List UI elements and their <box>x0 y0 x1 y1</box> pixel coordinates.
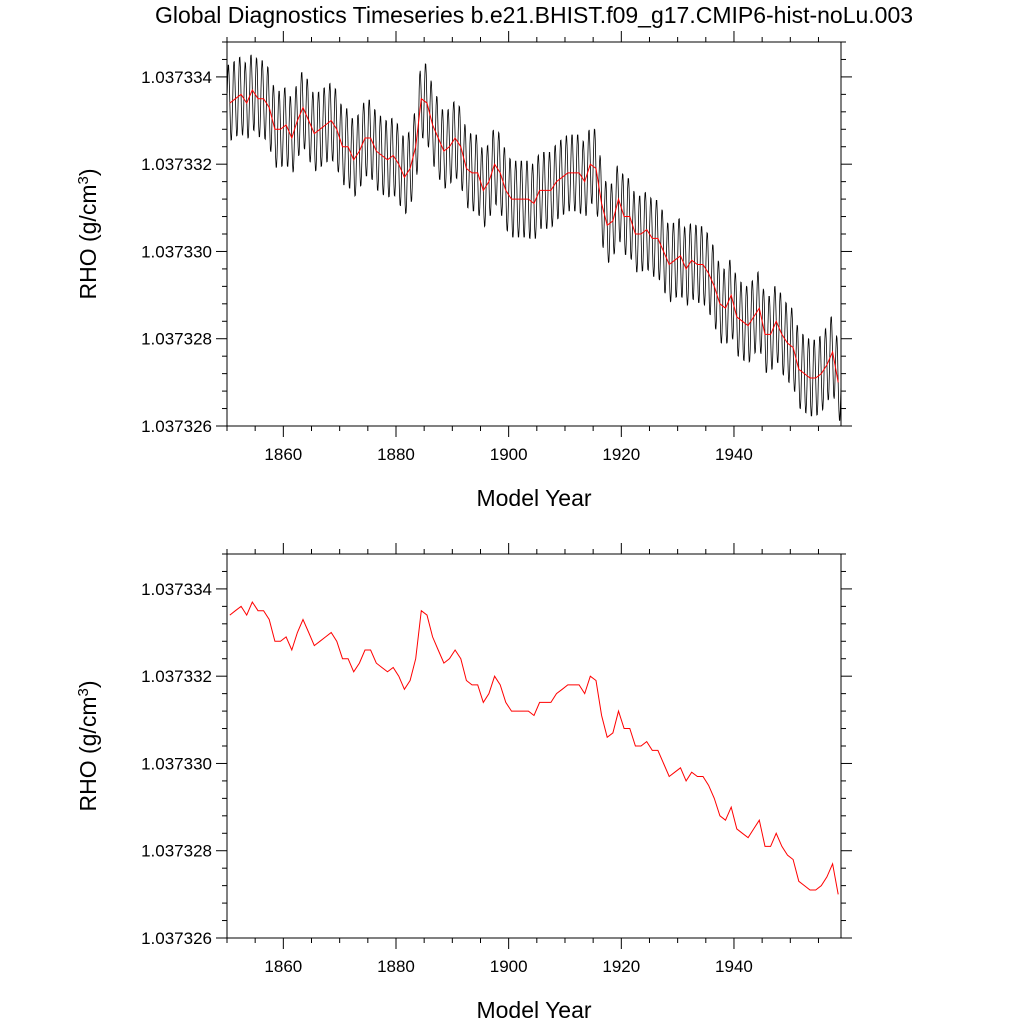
y-tick-label: 1.037330 <box>141 242 212 261</box>
series-monthly-line <box>227 54 841 421</box>
x-tick-label: 1920 <box>602 445 640 464</box>
chart-panel-2: 1860 1880 1900 1920 1940 1.037326 1.037328 1.03… <box>75 543 852 1023</box>
x-tick-label: 1860 <box>264 445 302 464</box>
y-axis-title-main: RHO (g/cm <box>75 185 101 300</box>
x-tick-label: 1880 <box>377 445 415 464</box>
y-axis-title: RHO (g/cm3) <box>75 168 102 299</box>
y-tick-label: 1.037330 <box>141 754 212 773</box>
y-tick-label: 1.037332 <box>141 667 212 686</box>
x-axis-title: Model Year <box>476 997 591 1023</box>
x-axis-title: Model Year <box>476 485 591 511</box>
y-tick-label: 1.037332 <box>141 155 212 174</box>
x-tick-label: 1860 <box>264 957 302 976</box>
x-tick-label: 1940 <box>715 957 753 976</box>
x-tick-label: 1880 <box>377 957 415 976</box>
y-axis-title: RHO (g/cm3) <box>75 680 102 811</box>
y-tick-label: 1.037334 <box>141 580 212 599</box>
chart-panel-1: 1860 1880 1900 1920 1940 1.037326 1.037328 1.03… <box>75 31 852 511</box>
x-tick-label: 1900 <box>490 957 528 976</box>
plot-frame <box>226 553 842 939</box>
x-tick-label: 1900 <box>490 445 528 464</box>
y-axis-title-close: ) <box>75 168 101 176</box>
y-tick-label: 1.037328 <box>141 330 212 349</box>
x-tick-label: 1920 <box>602 957 640 976</box>
series-annual-line <box>229 600 839 895</box>
y-tick-label: 1.037326 <box>141 417 212 436</box>
y-axis-title-superscript: 3 <box>75 688 92 696</box>
x-tick-label: 1940 <box>715 445 753 464</box>
y-tick-label: 1.037326 <box>141 929 212 948</box>
y-tick-label: 1.037328 <box>141 842 212 861</box>
page-title: Global Diagnostics Timeseries b.e21.BHIS… <box>154 2 914 28</box>
y-axis-title-close: ) <box>75 680 101 688</box>
y-axis-title-main: RHO (g/cm <box>75 697 101 812</box>
y-tick-label: 1.037334 <box>141 68 212 87</box>
y-axis-title-superscript: 3 <box>75 176 92 184</box>
series-annual-line <box>229 88 839 383</box>
